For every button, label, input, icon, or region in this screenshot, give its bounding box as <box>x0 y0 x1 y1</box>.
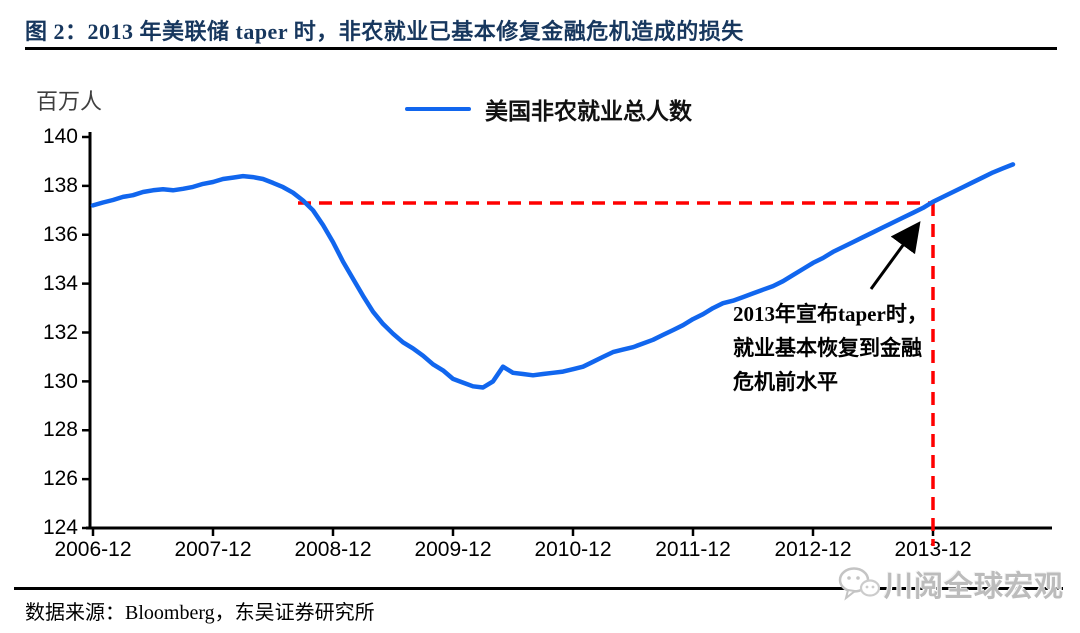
y-tick-label: 136 <box>42 223 78 246</box>
y-tick-label: 132 <box>42 321 78 344</box>
x-tick-label: 2009-12 <box>414 538 492 561</box>
watermark: 川阅全球宏观 <box>838 563 1064 605</box>
watermark-text: 川阅全球宏观 <box>883 571 1064 603</box>
annotation-line: 危机前水平 <box>733 370 838 394</box>
legend-series-label: 美国非农就业总人数 <box>485 98 692 124</box>
x-tick-label: 2011-12 <box>655 538 731 561</box>
annotation-line: 2013年宣布taper时， <box>733 302 928 326</box>
data-source: 数据来源：Bloomberg，东吴证券研究所 <box>25 602 375 624</box>
x-tick-label: 2012-12 <box>774 538 852 561</box>
taper-annotation: 2013年宣布taper时， 就业基本恢复到金融 危机前水平 <box>733 297 928 399</box>
wechat-logo-icon <box>838 567 880 601</box>
annotation-line: 就业基本恢复到金融 <box>733 336 922 360</box>
figure-title: 图 2：2013 年美联储 taper 时，非农就业已基本修复金融危机造成的损失 <box>25 19 744 44</box>
title-divider <box>25 47 1057 50</box>
x-tick-label: 2010-12 <box>534 538 612 561</box>
x-tick-label: 2013-12 <box>894 538 972 561</box>
y-tick-label: 128 <box>42 418 78 441</box>
x-tick-label: 2006-12 <box>54 538 132 561</box>
y-tick-label: 124 <box>42 516 78 539</box>
chart-legend: 美国非农就业总人数 <box>405 92 692 126</box>
y-tick-label: 126 <box>42 467 78 490</box>
y-tick-label: 130 <box>42 370 78 393</box>
y-axis-unit-label: 百万人 <box>36 89 103 114</box>
legend-line-swatch <box>405 107 471 111</box>
footer-divider <box>14 587 1063 590</box>
y-tick-label: 134 <box>42 272 78 295</box>
x-tick-label: 2008-12 <box>294 538 372 561</box>
x-tick-label: 2007-12 <box>174 538 252 561</box>
y-tick-label: 140 <box>42 125 78 148</box>
employment-line <box>90 162 1016 390</box>
y-tick-label: 138 <box>42 174 78 197</box>
annotation-arrow <box>869 221 921 290</box>
